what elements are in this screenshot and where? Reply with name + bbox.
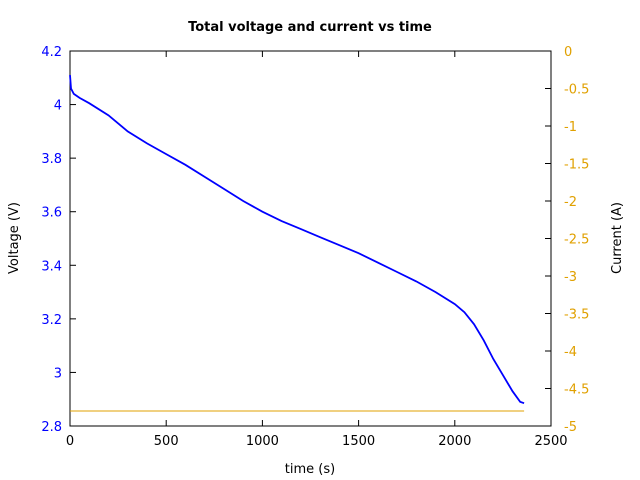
y-tick-label: 3.6 (41, 206, 62, 221)
x-tick-label: 2000 (438, 434, 471, 449)
y2-axis-label: Current (A) (610, 202, 625, 274)
y2-tick-label: -4.5 (564, 383, 589, 398)
y2-tick-label: -4 (564, 345, 577, 360)
x-tick-label: 500 (154, 434, 179, 449)
plot-area (69, 50, 552, 427)
y-tick-label: 3.2 (41, 313, 62, 328)
x-tick-label: 1000 (246, 434, 279, 449)
y2-tick-label: -1.5 (564, 158, 589, 173)
y-tick-label: 2.8 (41, 420, 62, 435)
series-lines (69, 75, 525, 412)
y-tick-label: 3 (54, 366, 62, 381)
y-tick-label: 3.4 (41, 259, 62, 274)
x-tick-label: 1500 (342, 434, 375, 449)
y2-tick-label: -1 (564, 120, 577, 135)
y2-tick-label: -0.5 (564, 83, 589, 98)
y2-tick-label: -2 (564, 195, 577, 210)
y-axis-right: 0 -0.5 -1 -1.5 -2 -2.5 -3 -3.5 -4 -4.5 -5 (545, 45, 589, 435)
x-tick-label: 2500 (534, 434, 567, 449)
y-tick-label: 4 (54, 99, 62, 114)
y2-tick-label: -5 (564, 420, 577, 435)
voltage-line (69, 75, 525, 405)
chart-title: Total voltage and current vs time (188, 20, 432, 35)
y-tick-label: 3.8 (41, 152, 62, 167)
x-axis-label: time (s) (285, 462, 335, 477)
x-axis: 0 500 1000 1500 2000 2500 (66, 51, 568, 449)
x-tick-label: 0 (66, 434, 74, 449)
y2-tick-label: -3 (564, 270, 577, 285)
y2-tick-label: -3.5 (564, 308, 589, 323)
y2-tick-label: -2.5 (564, 233, 589, 248)
y2-tick-label: 0 (564, 45, 572, 60)
y-axis-label: Voltage (V) (7, 202, 22, 274)
y-tick-label: 4.2 (41, 45, 62, 60)
y-axis-left: 2.8 3 3.2 3.4 3.6 3.8 4 4.2 (41, 45, 76, 435)
